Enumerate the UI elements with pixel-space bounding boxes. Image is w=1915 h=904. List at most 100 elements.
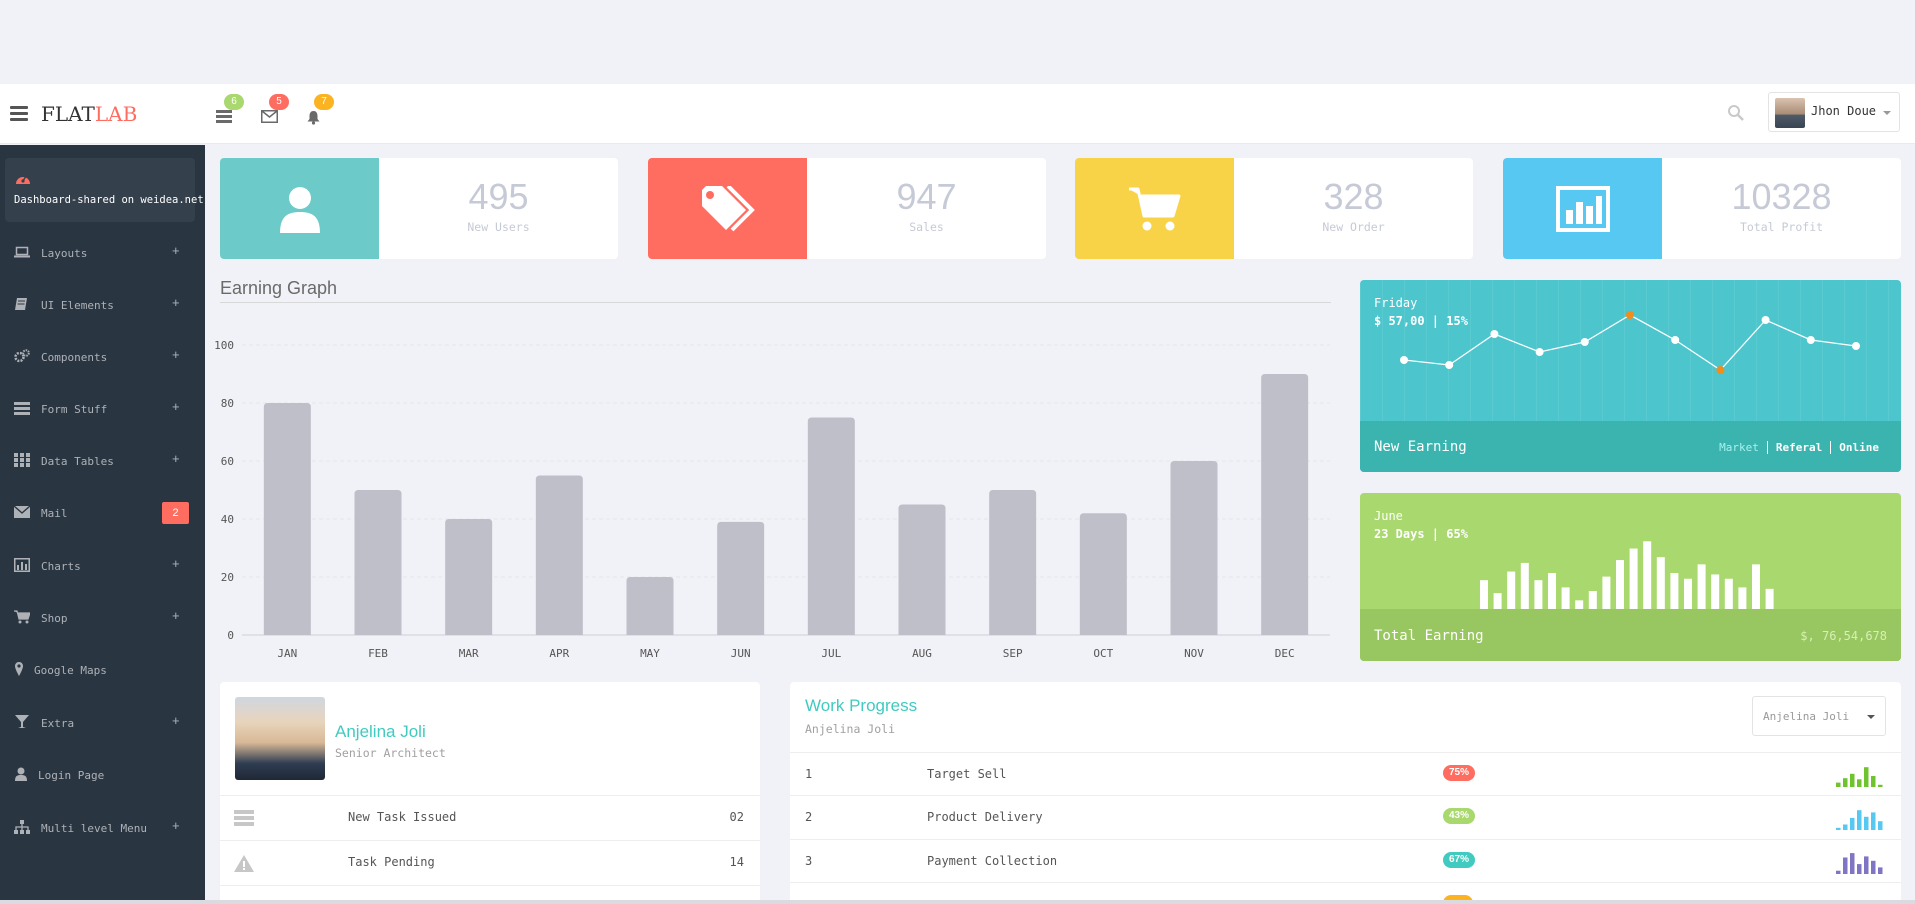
- sidebar-item-charts[interactable]: Charts +: [0, 546, 205, 586]
- earning-point[interactable]: [1445, 361, 1454, 369]
- sidebar-item-data-tables[interactable]: Data Tables +: [0, 441, 205, 481]
- earning-bar-chart: 0 20 40 60 80 100 JAN FEB MAR APR MAY JUN JUL AUG SEP O…: [214, 339, 1330, 660]
- bar[interactable]: [535, 475, 583, 636]
- spark-bar: [1878, 867, 1883, 874]
- top-gap: [0, 0, 1915, 84]
- earning-mini-bar: [1507, 571, 1516, 609]
- tab-online[interactable]: Online: [1830, 441, 1887, 454]
- bottom-scrollbar[interactable]: [0, 900, 1915, 904]
- bar[interactable]: [1079, 513, 1127, 635]
- sidebar-item-label: Mail: [41, 507, 68, 520]
- sidebar-item-google-maps[interactable]: Google Maps: [0, 650, 205, 690]
- tasks-notification[interactable]: 6: [210, 94, 244, 130]
- earning-mini-bar: [1684, 578, 1692, 609]
- spark-bar: [1850, 773, 1855, 787]
- sidebar-item-dashboard[interactable]: Dashboard-shared on weidea.net: [5, 158, 204, 222]
- cogs-icon: [14, 349, 30, 363]
- logo[interactable]: FLATLAB: [41, 102, 138, 126]
- earning-point[interactable]: [1490, 330, 1499, 338]
- bell-notification[interactable]: 7: [300, 94, 334, 130]
- list-item-count: 14: [729, 855, 744, 869]
- profile-photo: [235, 697, 325, 780]
- earning-mini-bar: [1561, 587, 1570, 609]
- plus-icon: +: [172, 713, 180, 728]
- list-item-label: New Task Issued: [348, 810, 457, 824]
- dashboard-icon: [16, 175, 30, 184]
- tab-market[interactable]: Market: [1719, 441, 1759, 454]
- stat-card-sales[interactable]: 947 Sales: [648, 158, 1046, 259]
- sidebar-item-label: Components: [41, 351, 108, 364]
- progress-badge: [1443, 895, 1473, 904]
- sidebar-item-extra[interactable]: Extra +: [0, 703, 205, 743]
- sidebar-item-label: Shop: [41, 612, 68, 625]
- earning-mini-bar: [1724, 578, 1733, 609]
- bar[interactable]: [445, 519, 493, 635]
- x-tick-label: JUN: [731, 647, 751, 660]
- table-row[interactable]: 1 Target Sell 75%: [790, 752, 1901, 795]
- sidebar-item-mail[interactable]: Mail 2: [0, 493, 205, 533]
- sidebar-item-layouts[interactable]: Layouts +: [0, 233, 205, 273]
- tasks-icon: [216, 110, 232, 123]
- book-icon: [15, 298, 27, 310]
- bar[interactable]: [989, 490, 1037, 635]
- earning-point[interactable]: [1806, 336, 1815, 344]
- earning-graph-title: Earning Graph: [220, 278, 338, 298]
- stat-card-total-profit[interactable]: 10328 Total Profit: [1503, 158, 1901, 259]
- earning-point[interactable]: [1535, 348, 1544, 356]
- earning-point[interactable]: [1626, 311, 1634, 319]
- y-tick-label: 60: [221, 455, 234, 468]
- sidebar-item-form-stuff[interactable]: Form Stuff +: [0, 389, 205, 429]
- total-earning-footer: Total Earning $, 76,54,678: [1360, 609, 1901, 661]
- stat-card-new-order[interactable]: 328 New Order: [1075, 158, 1473, 259]
- list-item[interactable]: Task Pending 14: [220, 840, 760, 885]
- spark-bar: [1843, 857, 1848, 874]
- sidebar-item-login-page[interactable]: Login Page: [0, 755, 205, 795]
- mail-count-badge: 2: [162, 502, 189, 524]
- bar[interactable]: [1170, 461, 1218, 635]
- user-dropdown[interactable]: Jhon Doue: [1768, 92, 1900, 132]
- tags-icon: [701, 185, 755, 231]
- table-row[interactable]: 2 Product Delivery 43%: [790, 795, 1901, 838]
- work-progress-title: Work Progress: [805, 696, 918, 715]
- list-item[interactable]: New Task Issued 02: [220, 795, 760, 840]
- x-tick-label: NOV: [1184, 647, 1204, 660]
- bar[interactable]: [717, 521, 765, 635]
- stat-value: 495: [468, 176, 529, 217]
- sidebar-toggle-icon[interactable]: [10, 106, 28, 121]
- sidebar-item-ui-elements[interactable]: UI Elements +: [0, 285, 205, 325]
- table-row[interactable]: 3 Payment Collection 67%: [790, 839, 1901, 882]
- progress-badge: 43%: [1443, 808, 1476, 824]
- earning-point[interactable]: [1671, 336, 1680, 344]
- work-progress-subtitle: Anjelina Joli: [805, 722, 896, 736]
- bar[interactable]: [263, 403, 311, 635]
- earning-point[interactable]: [1400, 356, 1408, 364]
- sidebar-item-components[interactable]: Components +: [0, 337, 205, 377]
- bar[interactable]: [626, 577, 674, 635]
- bell-badge: 7: [314, 94, 334, 110]
- earning-point[interactable]: [1580, 338, 1589, 346]
- mail-notification[interactable]: 5: [255, 94, 289, 130]
- user-name: Jhon Doue: [1811, 104, 1877, 118]
- total-earning-card: June 23 Days | 65% Total Earning $, 76,5…: [1360, 493, 1901, 661]
- bar-chart-icon: [14, 558, 30, 572]
- table-row[interactable]: [790, 882, 1901, 904]
- bar[interactable]: [807, 417, 855, 636]
- sidebar-item-shop[interactable]: Shop +: [0, 598, 205, 638]
- earning-point[interactable]: [1761, 316, 1770, 324]
- bar[interactable]: [1261, 374, 1309, 635]
- tab-referal[interactable]: Referal: [1766, 441, 1830, 454]
- work-progress-panel: Work Progress Anjelina Joli Anjelina Jol…: [790, 682, 1901, 904]
- profile-name[interactable]: Anjelina Joli: [335, 722, 426, 741]
- sidebar-item-multi-level-menu[interactable]: Multi level Menu +: [0, 808, 205, 848]
- earning-mini-bar: [1738, 587, 1747, 609]
- search-icon[interactable]: [1727, 104, 1745, 122]
- y-tick-label: 100: [214, 339, 234, 352]
- divider: [220, 302, 1331, 303]
- stat-value: 947: [896, 176, 957, 217]
- bar[interactable]: [354, 490, 402, 635]
- earning-point[interactable]: [1716, 366, 1725, 374]
- bar[interactable]: [898, 504, 946, 636]
- person-select[interactable]: Anjelina Joli: [1752, 696, 1886, 736]
- earning-point[interactable]: [1852, 342, 1860, 350]
- stat-card-new-users[interactable]: 495 New Users: [220, 158, 618, 259]
